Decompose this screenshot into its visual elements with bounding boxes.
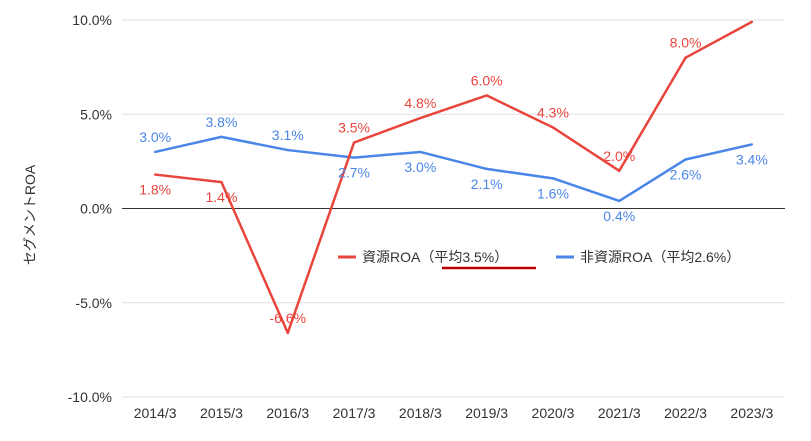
series-line-0 — [155, 20, 753, 335]
x-tick-label: 2018/3 — [399, 405, 442, 421]
y-tick-label: 5.0% — [80, 106, 112, 122]
data-point — [419, 150, 422, 154]
series-lines — [153, 20, 754, 335]
data-point — [750, 143, 754, 146]
data-point — [153, 173, 157, 176]
y-axis-ticks: 10.0% 5.0% 0.0% -5.0% -10.0% — [68, 12, 112, 405]
data-point — [485, 167, 488, 171]
data-label: 1.4% — [205, 189, 237, 205]
x-tick-label: 2017/3 — [333, 405, 376, 421]
data-label: 1.6% — [537, 185, 569, 201]
legend-label-1: 非資源ROA（平均2.6%） — [580, 249, 740, 265]
data-point — [684, 56, 687, 59]
gridlines — [122, 19, 785, 398]
data-point — [286, 331, 289, 335]
data-label: 3.1% — [272, 127, 304, 143]
y-tick-label: -10.0% — [68, 389, 112, 405]
data-point — [419, 116, 422, 120]
data-label: 2.6% — [670, 166, 702, 182]
data-point — [220, 180, 223, 184]
data-point — [352, 156, 356, 159]
data-label: 2.1% — [471, 176, 503, 192]
data-point — [618, 199, 621, 203]
series-line-1 — [154, 135, 753, 203]
x-tick-label: 2020/3 — [532, 405, 575, 421]
x-tick-label: 2016/3 — [266, 405, 309, 421]
data-label: 3.0% — [404, 159, 436, 175]
x-tick-label: 2021/3 — [598, 405, 641, 421]
y-axis-label: セグメントROA — [22, 164, 38, 265]
data-point — [750, 20, 754, 24]
x-tick-label: 2022/3 — [664, 405, 707, 421]
data-label: 3.8% — [205, 114, 237, 130]
data-point — [220, 135, 223, 139]
data-label: 6.0% — [471, 72, 503, 88]
data-point — [485, 94, 488, 97]
data-label: 8.0% — [670, 35, 702, 51]
data-point — [153, 150, 157, 154]
legend: 資源ROA（平均3.5%） 非資源ROA（平均2.6%） — [338, 249, 740, 270]
data-label: 2.7% — [338, 165, 370, 181]
x-tick-label: 2014/3 — [134, 405, 177, 421]
data-label: 3.4% — [736, 151, 768, 167]
x-tick-label: 2015/3 — [200, 405, 243, 421]
data-label: 1.8% — [139, 182, 171, 198]
data-label: 3.5% — [338, 120, 370, 136]
x-axis-ticks: 2014/3 2015/3 2016/3 2017/3 2018/3 2019/3 2020… — [134, 405, 774, 421]
data-label: -6.6% — [269, 310, 306, 326]
data-label: 3.0% — [139, 129, 171, 145]
data-labels: 1.8% 1.4% -6.6% 3.5% 4.8% 6.0% 4.3% 2.0% 8.0% 3.0… — [139, 35, 768, 326]
data-point — [286, 148, 289, 152]
x-tick-label: 2019/3 — [465, 405, 508, 421]
data-point — [684, 158, 687, 161]
data-point — [551, 126, 555, 129]
y-tick-label: -5.0% — [75, 295, 112, 311]
data-label: 4.8% — [404, 95, 436, 111]
data-label: 4.3% — [537, 104, 569, 120]
x-tick-label: 2023/3 — [730, 405, 773, 421]
y-tick-label: 0.0% — [80, 201, 112, 217]
data-point — [352, 141, 356, 144]
data-label: 2.0% — [603, 148, 635, 164]
data-label: 0.4% — [603, 208, 635, 224]
y-tick-label: 10.0% — [72, 12, 112, 28]
data-point — [551, 177, 555, 180]
legend-label-0: 資源ROA（平均3.5%） — [362, 249, 508, 265]
data-point — [618, 169, 621, 172]
